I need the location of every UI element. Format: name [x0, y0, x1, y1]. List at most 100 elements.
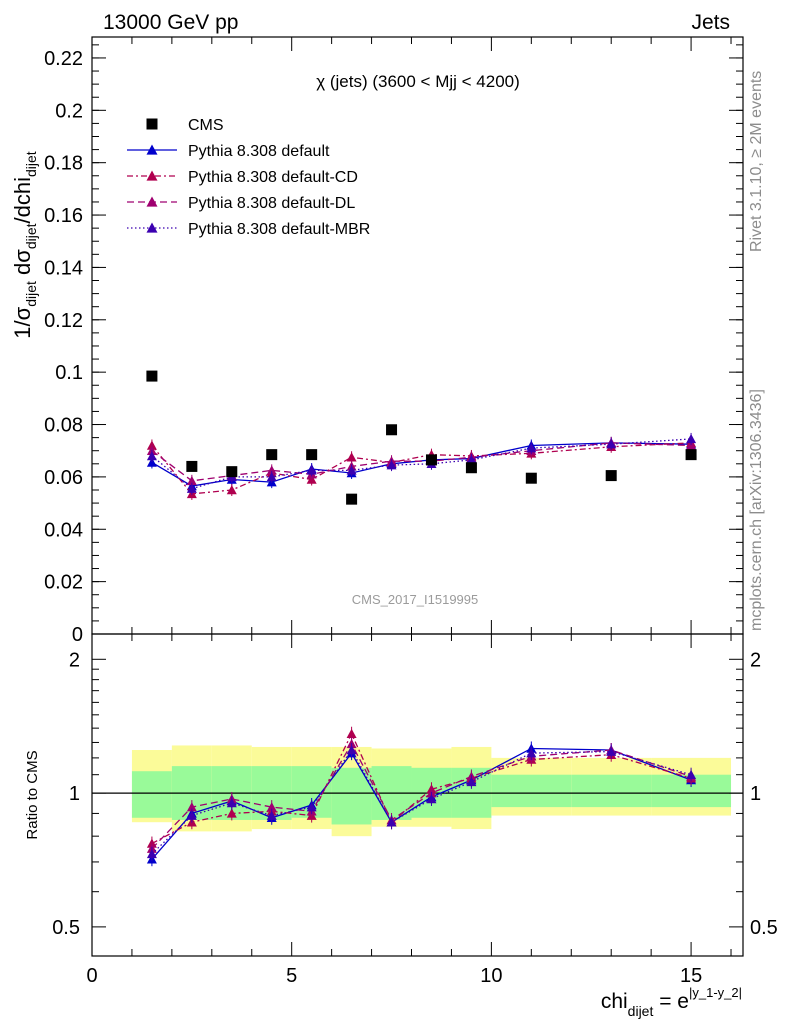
x-tick-label: 0 — [86, 965, 97, 987]
ratio-point-mbr — [466, 776, 477, 787]
ratio-y-tick-label: 0.5 — [52, 917, 80, 939]
legend: CMS Pythia 8.308 default Pythia 8.308 defa… — [127, 117, 370, 238]
main-point-mbr — [306, 465, 317, 475]
main-point-mbr — [526, 443, 537, 453]
main-point-mbr — [686, 433, 697, 444]
ratio-point-dl — [266, 802, 277, 812]
legend-marker-default — [146, 144, 158, 155]
ratio-inner-band — [491, 774, 572, 808]
main-y-tick-label: 0.06 — [44, 467, 83, 489]
main-point-cms — [605, 470, 617, 482]
main-y-tick-label: 0.04 — [44, 519, 83, 541]
main-panel-axes: 0 0.02 0.04 0.06 0.08 0.1 0.12 0.14 0.16 0.18 0.2 0… — [44, 37, 743, 646]
main-point-mbr — [466, 454, 477, 465]
ratio-point-mbr — [306, 802, 317, 812]
legend-marker-dl — [146, 196, 158, 207]
main-y-tick-label: 0.16 — [44, 205, 83, 227]
ratio-point-mbr — [606, 746, 617, 756]
ratio-uncertainty-bands — [92, 745, 743, 837]
ratio-point-dl — [186, 802, 197, 812]
main-point-dl — [686, 440, 697, 450]
main-y-tick-label: 0 — [72, 624, 83, 646]
header-jets-label: Jets — [691, 11, 730, 34]
main-series-line-default — [151, 442, 692, 487]
main-point-cd — [346, 452, 357, 462]
header-energy-label: 13000 GeV pp — [103, 11, 238, 34]
main-y-tick-label: 0.12 — [44, 310, 83, 332]
main-series-line-mbr — [151, 438, 692, 490]
main-point-cms — [425, 454, 437, 466]
main-y-tick-label: 0.08 — [44, 415, 83, 437]
ratio-inner-band — [131, 771, 172, 818]
main-point-mbr — [266, 471, 277, 482]
main-point-mbr — [386, 460, 397, 470]
x-tick-label: 15 — [680, 965, 702, 987]
main-point-cms — [465, 462, 477, 474]
main-series-line-cd — [151, 442, 692, 495]
ratio-point-mbr — [426, 793, 437, 804]
ratio-panel-frame — [91, 633, 744, 957]
mcplots-reference-label: mcplots.cern.ch [arXiv:1306.3436] — [748, 389, 765, 631]
main-point-cms — [685, 449, 697, 461]
ratio-point-mbr — [186, 810, 197, 820]
ratio-panel-series — [146, 726, 697, 867]
x-axis-label: chidijet = e|y_1-y_2| — [601, 985, 742, 1019]
ratio-panel-axes: 0.5 0.5 1 1 2 2 0 5 10 15 — [52, 634, 778, 987]
ratio-series-line-default — [151, 747, 692, 860]
x-tick-label: 5 — [286, 965, 297, 987]
analysis-watermark: CMS_2017_I1519995 — [352, 592, 479, 607]
main-point-cd — [226, 484, 237, 495]
ratio-point-cd — [346, 728, 357, 738]
ratio-series-line-dl — [151, 742, 692, 850]
ratio-y-tick-label-right: 1 — [750, 783, 761, 805]
ratio-point-cd — [226, 808, 237, 818]
main-point-mbr — [186, 483, 197, 493]
main-y-tick-label: 0.22 — [44, 48, 83, 70]
rivet-version-label: Rivet 3.1.10, ≥ 2M events — [748, 70, 765, 252]
main-y-tick-label: 0.18 — [44, 153, 83, 175]
ratio-y-axis-label: Ratio to CMS — [24, 750, 41, 839]
main-point-default — [146, 457, 157, 467]
main-y-axis-label: 1/σdijet dσdijet/dchidijet — [10, 151, 39, 339]
main-series-line-dl — [151, 442, 692, 482]
main-y-tick-label: 0.02 — [44, 572, 83, 594]
ratio-y-tick-label-right: 2 — [750, 649, 761, 671]
ratio-y-tick-label: 1 — [69, 783, 80, 805]
ratio-point-mbr — [386, 817, 397, 827]
svg-text:chidijet = e|y_1-y_2|: chidijet = e|y_1-y_2| — [601, 985, 742, 1019]
legend-marker-cms — [146, 118, 158, 130]
main-point-cms — [386, 424, 398, 436]
ratio-point-mbr — [526, 748, 537, 758]
ratio-series-line-cd — [151, 732, 692, 845]
legend-label-mbr: Pythia 8.308 default-MBR — [188, 221, 370, 238]
main-point-cms — [186, 460, 198, 472]
ratio-point-mbr — [686, 769, 697, 779]
main-point-dl — [266, 465, 277, 475]
main-panel-series — [146, 370, 697, 505]
main-point-cms — [525, 472, 537, 484]
main-point-cms — [346, 493, 358, 505]
legend-label-cms: CMS — [188, 117, 224, 134]
ratio-point-mbr — [226, 797, 237, 808]
ratio-point-mbr — [146, 848, 157, 859]
ratio-point-mbr — [346, 745, 357, 755]
main-point-mbr — [606, 439, 617, 449]
ratio-point-mbr — [266, 810, 277, 820]
main-point-cms — [266, 449, 278, 461]
ratio-inner-band — [571, 774, 652, 808]
ratio-series-line-mbr — [151, 748, 692, 855]
main-y-tick-label: 0.2 — [55, 100, 83, 122]
main-y-tick-label: 0.1 — [55, 362, 83, 384]
ratio-y-tick-label-right: 0.5 — [750, 917, 778, 939]
main-point-dl — [186, 475, 197, 486]
legend-label-default: Pythia 8.308 default — [188, 143, 330, 160]
legend-marker-cd — [146, 170, 158, 181]
main-point-cms — [226, 466, 238, 478]
svg-text:1/σdijet dσdijet/dchidijet: 1/σdijet dσdijet/dchidijet — [10, 151, 39, 339]
main-point-mbr — [146, 450, 157, 461]
legend-marker-mbr — [146, 222, 158, 233]
main-point-cms — [146, 370, 158, 382]
main-point-cms — [306, 449, 318, 461]
legend-label-cd: Pythia 8.308 default-CD — [188, 169, 358, 186]
